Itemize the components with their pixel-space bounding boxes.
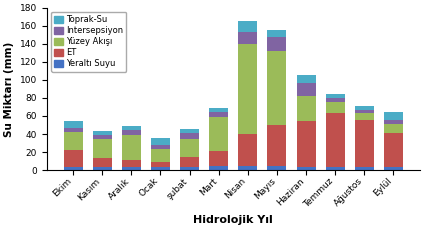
Bar [268, 166, 286, 170]
Bar [64, 166, 83, 170]
Bar [238, 134, 257, 166]
Bar [326, 98, 345, 102]
Bar [180, 129, 199, 133]
Bar [64, 121, 83, 128]
Bar [297, 75, 315, 83]
Bar [384, 133, 403, 167]
Bar [384, 112, 403, 120]
Bar [180, 133, 199, 139]
Bar [209, 166, 228, 170]
Bar [268, 30, 286, 38]
Bar [326, 102, 345, 113]
Bar [238, 21, 257, 32]
Bar [93, 158, 112, 167]
Bar [151, 167, 170, 170]
Bar [297, 83, 315, 96]
Bar [326, 167, 345, 170]
Bar [326, 113, 345, 167]
Bar [355, 167, 374, 170]
Bar [355, 120, 374, 167]
Bar [238, 44, 257, 134]
Bar [268, 125, 286, 166]
Legend: Toprak-Su, Intersepsiyon, Yüzey Akışı, ET, Yeraltı Suyu: Toprak-Su, Intersepsiyon, Yüzey Akışı, E… [51, 12, 126, 72]
Bar [180, 139, 199, 157]
Bar [209, 151, 228, 166]
X-axis label: Hidrolojik Yıl: Hidrolojik Yıl [193, 215, 273, 225]
Bar [209, 117, 228, 151]
Bar [151, 149, 170, 162]
Bar [384, 167, 403, 170]
Bar [384, 124, 403, 133]
Bar [209, 112, 228, 117]
Bar [209, 108, 228, 112]
Bar [122, 160, 141, 167]
Bar [122, 131, 141, 135]
Bar [122, 135, 141, 160]
Bar [180, 167, 199, 170]
Bar [297, 96, 315, 121]
Bar [151, 162, 170, 167]
Bar [238, 32, 257, 44]
Bar [93, 135, 112, 139]
Bar [355, 110, 374, 113]
Bar [122, 126, 141, 131]
Bar [64, 150, 83, 166]
Bar [268, 38, 286, 51]
Bar [122, 167, 141, 170]
Bar [180, 157, 199, 167]
Bar [93, 131, 112, 135]
Bar [355, 106, 374, 110]
Bar [238, 166, 257, 170]
Bar [64, 128, 83, 132]
Bar [326, 94, 345, 98]
Bar [297, 121, 315, 166]
Bar [355, 113, 374, 120]
Bar [64, 132, 83, 150]
Bar [93, 139, 112, 158]
Bar [297, 166, 315, 170]
Bar [268, 51, 286, 125]
Bar [151, 145, 170, 149]
Y-axis label: Su Miktarı (mm): Su Miktarı (mm) [4, 41, 14, 136]
Bar [93, 167, 112, 170]
Bar [384, 120, 403, 124]
Bar [151, 138, 170, 145]
